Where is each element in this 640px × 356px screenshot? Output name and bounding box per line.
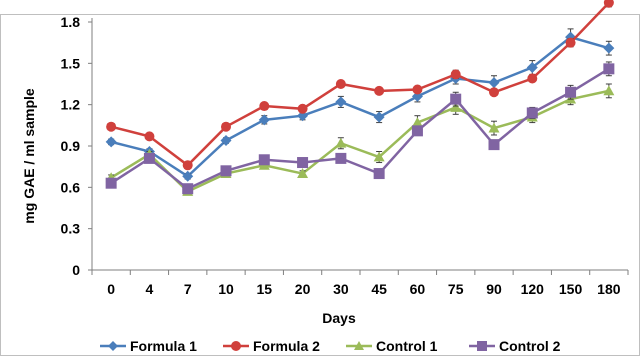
legend-label: Formula 2: [253, 338, 320, 354]
x-tick-label: 180: [597, 281, 621, 297]
x-axis-title: Days: [322, 310, 356, 326]
chart-frame: [0, 14, 640, 356]
x-tick-label: 75: [448, 281, 464, 297]
data-point-square: [143, 152, 155, 164]
data-point-square: [182, 183, 194, 195]
data-point-circle: [297, 103, 308, 114]
series-line: [110, 35, 610, 178]
y-tick-label: 1.8: [61, 14, 81, 30]
data-point-circle: [144, 131, 155, 142]
x-tick-label: 4: [146, 281, 154, 297]
data-point-circle: [603, 0, 614, 8]
y-tick-label: 0.3: [61, 221, 81, 237]
data-point-diamond: [108, 341, 118, 351]
x-tick-label: 15: [256, 281, 272, 297]
x-axis: 0 4 7 10 15 20 30 45 60 75 90 120 150 180: [91, 269, 629, 297]
legend-item-formula-2: Formula 2: [223, 338, 320, 354]
legend-item-control-1: Control 1: [346, 338, 438, 354]
x-tick-label: 120: [521, 281, 545, 297]
data-point-square: [373, 168, 385, 180]
legend-item-formula-1: Formula 1: [100, 338, 197, 354]
y-tick-label: 1.5: [61, 55, 81, 71]
x-tick-label: 60: [410, 281, 426, 297]
data-point-circle: [221, 121, 231, 132]
x-tick-label: 90: [486, 281, 502, 297]
plot-area: [105, 0, 615, 196]
data-point-triangle: [411, 117, 423, 127]
data-point-circle: [259, 101, 270, 112]
data-point-square: [477, 341, 487, 351]
y-tick-label: 0: [72, 262, 80, 278]
data-point-diamond: [488, 77, 500, 89]
legend-item-control-2: Control 2: [469, 338, 561, 354]
data-point-triangle: [354, 341, 364, 350]
data-point-triangle: [297, 168, 309, 178]
data-point-diamond: [105, 136, 117, 148]
data-point-diamond: [182, 170, 194, 182]
series-control-2: [105, 61, 615, 195]
data-point-circle: [335, 79, 346, 89]
series-formula-2: [106, 0, 614, 171]
legend: Formula 1 Formula 2 Control 1 Control 2: [100, 338, 561, 354]
data-point-square: [297, 157, 309, 169]
legend-label: Formula 1: [130, 338, 197, 354]
series-line: [110, 67, 610, 191]
data-point-square: [105, 177, 117, 189]
y-tick-label: 0.9: [61, 138, 81, 154]
data-point-square: [488, 139, 500, 151]
data-point-circle: [489, 87, 499, 98]
data-point-diamond: [220, 134, 232, 146]
y-axis-title: mg GAE / ml sample: [21, 88, 37, 224]
x-tick-label: 20: [295, 281, 311, 297]
data-point-circle: [106, 121, 117, 132]
data-point-triangle: [603, 85, 615, 96]
data-point-square: [450, 93, 462, 105]
data-point-circle: [565, 37, 576, 48]
data-point-square: [220, 165, 232, 177]
data-point-triangle: [335, 137, 347, 148]
data-point-circle: [450, 69, 461, 80]
data-point-diamond: [603, 42, 615, 54]
y-tick-label: 0.6: [61, 179, 81, 195]
data-point-square: [565, 86, 577, 98]
data-point-triangle: [450, 101, 462, 112]
y-axis: 0 0.3 0.6 0.9 1.2 1.5 1.8: [61, 14, 93, 278]
data-point-triangle: [488, 122, 500, 133]
y-tick-label: 1.2: [61, 97, 81, 113]
data-point-circle: [374, 85, 385, 96]
data-point-square: [411, 125, 423, 137]
data-point-diamond: [526, 61, 538, 73]
data-point-square: [258, 154, 270, 166]
series-line: [110, 1, 610, 167]
data-point-triangle: [373, 151, 385, 162]
data-point-circle: [412, 84, 423, 95]
x-tick-label: 30: [333, 281, 349, 297]
data-point-diamond: [258, 114, 270, 126]
series-control-1: [105, 83, 615, 196]
data-point-diamond: [373, 111, 385, 123]
x-tick-label: 7: [184, 281, 192, 297]
legend-label: Control 1: [376, 338, 438, 354]
data-point-circle: [182, 160, 193, 171]
data-point-diamond: [335, 96, 347, 108]
data-point-square: [603, 63, 615, 75]
x-tick-label: 150: [559, 281, 583, 297]
legend-label: Control 2: [499, 338, 561, 354]
data-point-square: [335, 152, 347, 164]
x-tick-label: 10: [218, 281, 234, 297]
data-point-circle: [231, 341, 241, 351]
x-tick-label: 45: [371, 281, 387, 297]
x-tick-label: 0: [107, 281, 115, 297]
series-formula-1: [105, 28, 615, 182]
data-point-square: [526, 107, 538, 119]
data-point-circle: [527, 73, 538, 84]
